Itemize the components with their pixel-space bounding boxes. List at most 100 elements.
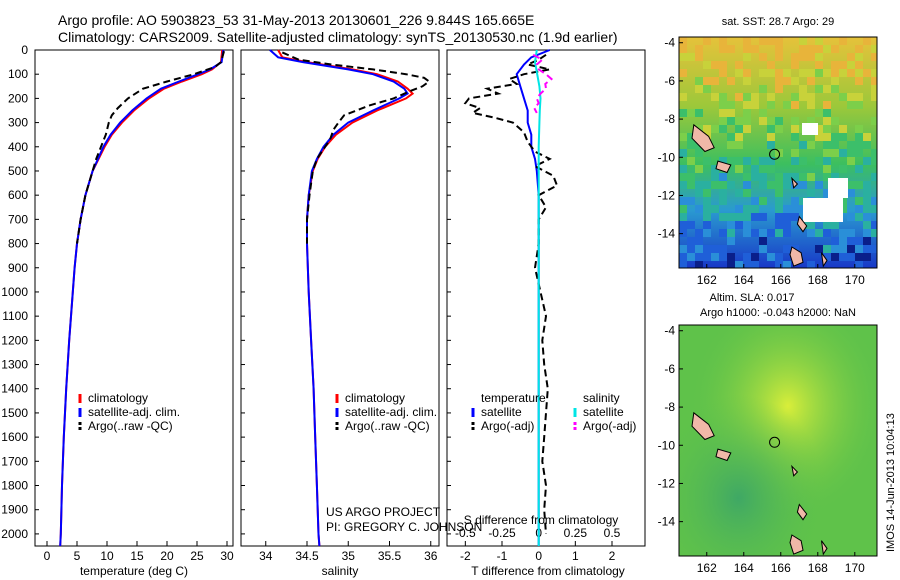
sst-cell [751, 101, 759, 109]
sst-cell [775, 77, 783, 85]
depth-tick-label-18: 1800 [1, 479, 28, 493]
sst-cell [855, 125, 863, 133]
sst-cell [703, 197, 711, 205]
sst-cell [695, 165, 703, 173]
sst-cell [679, 229, 687, 237]
sla-island-1 [715, 448, 732, 462]
difference-panel-series-1 [463, 53, 559, 534]
sst-cell [743, 53, 751, 61]
sst-cell [783, 221, 791, 229]
sst-cell [839, 133, 847, 141]
sst-cell [807, 101, 815, 109]
sla-map-ticks: 162 164 166 168 170 -4 -6 -8 -10 -12 -14 [658, 324, 865, 575]
sst-cell [703, 221, 711, 229]
sst-cell [815, 45, 823, 53]
salinity-legend-label-0: climatology [345, 391, 405, 405]
depth-tick-label-15: 1500 [1, 406, 28, 420]
sst-cell [791, 133, 799, 141]
sst-cell [871, 45, 877, 53]
sst-cell [831, 45, 839, 53]
sst-cell [703, 157, 711, 165]
sst-cell [783, 229, 791, 237]
temperature-panel-xtick-label-1: 5 [74, 549, 81, 563]
sst-cell [767, 93, 775, 101]
sst-cell [743, 77, 751, 85]
salinity-panel-xtick-label-0: 34 [259, 549, 273, 563]
temperature-x-ticks: 0 5 10 15 20 25 30 [35, 49, 234, 563]
sst-cell [871, 85, 877, 93]
sst-cell [711, 77, 719, 85]
sst-cell [751, 173, 759, 181]
sst-cell [703, 181, 711, 189]
sst-cell [831, 85, 839, 93]
temperature-panel-series-1 [59, 49, 225, 547]
sst-cell [823, 117, 831, 125]
difference-x-ticks: -2 -1 0 1 2-0.5 -0.25 0 0.25 0.5 [447, 49, 621, 563]
sst-cell [679, 197, 687, 205]
sst-cell [831, 173, 839, 181]
sst-cell [863, 181, 871, 189]
sst-cell [815, 85, 823, 93]
sst-cell [719, 253, 727, 261]
sst-cell [783, 77, 791, 85]
depth-tick-label-11: 1100 [2, 309, 28, 323]
sla-map-ytick-label-5: -14 [658, 515, 676, 529]
sst-cell [719, 229, 727, 237]
sst-float-marker [769, 148, 781, 160]
sst-cell [847, 253, 855, 261]
salinity-panel-xtick-label-2: 35 [342, 549, 356, 563]
sst-cell [735, 205, 743, 213]
depth-tick-label-9: 900 [8, 261, 28, 275]
sst-cell [719, 157, 727, 165]
sst-cell [783, 205, 791, 213]
sst-cell [735, 261, 743, 268]
sst-island-1 [715, 160, 732, 174]
sst-cloud-gap-2 [802, 123, 818, 135]
sst-cell [767, 133, 775, 141]
sla-island-5 [821, 540, 828, 556]
sst-cell [743, 181, 751, 189]
sst-map-xtick-label-3: 168 [808, 273, 828, 287]
sst-cell [871, 53, 877, 61]
sla-map-ytick-label-3: -10 [658, 438, 676, 452]
sst-cell [807, 173, 815, 181]
sst-cell [823, 109, 831, 117]
sst-cell [679, 253, 687, 261]
sst-cell [751, 197, 759, 205]
sst-cell [807, 53, 815, 61]
sla-map-title-2: Argo h1000: -0.043 h2000: NaN [700, 307, 856, 319]
sst-cell [847, 149, 855, 157]
sst-map-ticks: 162 164 166 168 170 -4 -6 -8 -10 -12 -14 [658, 36, 865, 287]
sst-cell [727, 101, 735, 109]
depth-tick-label-8: 800 [8, 237, 28, 251]
sst-cell [695, 261, 703, 268]
difference-panel-series-3 [532, 53, 554, 114]
sst-cell [695, 109, 703, 117]
sst-cell [679, 133, 687, 141]
salinity-legend-label-2: Argo(..raw -QC) [345, 419, 430, 433]
sst-cell [807, 45, 815, 53]
sst-cell [863, 213, 871, 221]
sst-cell [831, 237, 839, 245]
sst-cell [815, 229, 823, 237]
sst-cell [839, 125, 847, 133]
sst-cell [807, 221, 815, 229]
sst-cell [783, 101, 791, 109]
sst-cell [759, 237, 767, 245]
sst-cell [855, 149, 863, 157]
difference-panel-xtick-label-4: 2 [609, 549, 616, 563]
temperature-legend-label-2: Argo(..raw -QC) [88, 419, 173, 433]
sst-cell [767, 253, 775, 261]
sst-cell [831, 77, 839, 85]
sst-cell [775, 229, 783, 237]
sst-cell [703, 77, 711, 85]
sst-cell [735, 221, 743, 229]
sst-cell [751, 93, 759, 101]
sst-cell [839, 69, 847, 77]
sst-cell [679, 37, 687, 45]
sst-cell [711, 125, 719, 133]
sst-cell [679, 245, 687, 253]
sst-cell [799, 45, 807, 53]
sst-cell [863, 245, 871, 253]
temperature-legend-label-0: climatology [88, 391, 148, 405]
